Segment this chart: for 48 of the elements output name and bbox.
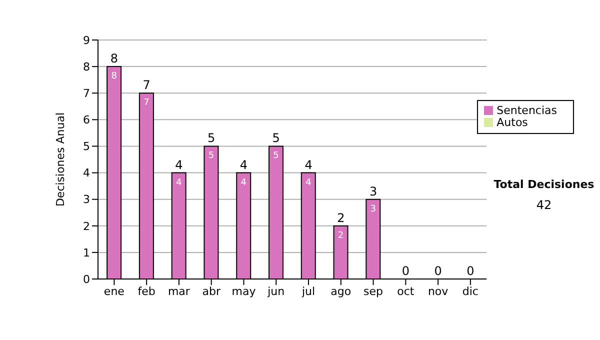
total-label: 4 xyxy=(175,158,183,172)
x-tick-label: jul xyxy=(300,284,316,298)
total-label: 0 xyxy=(434,264,442,278)
data-label: 4 xyxy=(176,178,182,188)
data-label: 5 xyxy=(273,151,279,162)
total-label: 5 xyxy=(272,131,280,146)
total-label: 2 xyxy=(337,210,345,225)
total-label: 8 xyxy=(110,52,118,66)
total-label: 7 xyxy=(142,78,150,92)
legend-label: Sentencias xyxy=(496,104,557,117)
data-label: 3 xyxy=(370,204,376,214)
y-tick-label: 9 xyxy=(83,34,90,47)
total-label: 5 xyxy=(208,131,216,146)
y-tick-label: 0 xyxy=(83,272,90,286)
x-tick-label: dic xyxy=(462,284,478,298)
x-tick-label: may xyxy=(232,284,256,298)
y-tick-label: 4 xyxy=(83,166,90,180)
x-tick-label: feb xyxy=(138,284,156,298)
y-tick-label: 7 xyxy=(83,87,90,100)
y-tick-label: 2 xyxy=(83,220,90,233)
x-tick-label: sep xyxy=(364,284,384,298)
total-label: 0 xyxy=(402,264,410,278)
x-tick-label: oct xyxy=(397,284,415,298)
x-tick-label: abr xyxy=(202,284,221,298)
y-tick-label: 3 xyxy=(83,193,90,206)
y-tick-label: 1 xyxy=(83,246,90,260)
x-tick-label: mar xyxy=(168,284,190,298)
y-tick-label: 8 xyxy=(83,60,90,74)
total-label: 4 xyxy=(240,158,248,172)
total-label: 3 xyxy=(369,184,378,198)
total-label: 0 xyxy=(466,264,474,278)
data-label: 7 xyxy=(144,98,150,108)
text: 42 xyxy=(535,198,553,212)
data-label: 8 xyxy=(111,72,118,82)
data-label: 5 xyxy=(208,151,214,162)
data-label: 2 xyxy=(338,230,344,241)
x-tick-label: ago xyxy=(330,284,352,298)
total-label: 4 xyxy=(304,158,312,172)
y-tick-label: 6 xyxy=(83,114,90,127)
text: Total Decisiones xyxy=(492,178,596,191)
x-tick-label: nov xyxy=(428,284,449,298)
data-label: 4 xyxy=(306,178,312,188)
y-tick-label: 5 xyxy=(83,140,90,154)
x-tick-label: jun xyxy=(266,284,285,298)
x-tick-label: ene xyxy=(104,284,125,298)
y-axis-title: Decisiones Anual xyxy=(54,112,67,207)
legend-label: Autos xyxy=(496,116,528,129)
data-label: 4 xyxy=(240,178,247,188)
